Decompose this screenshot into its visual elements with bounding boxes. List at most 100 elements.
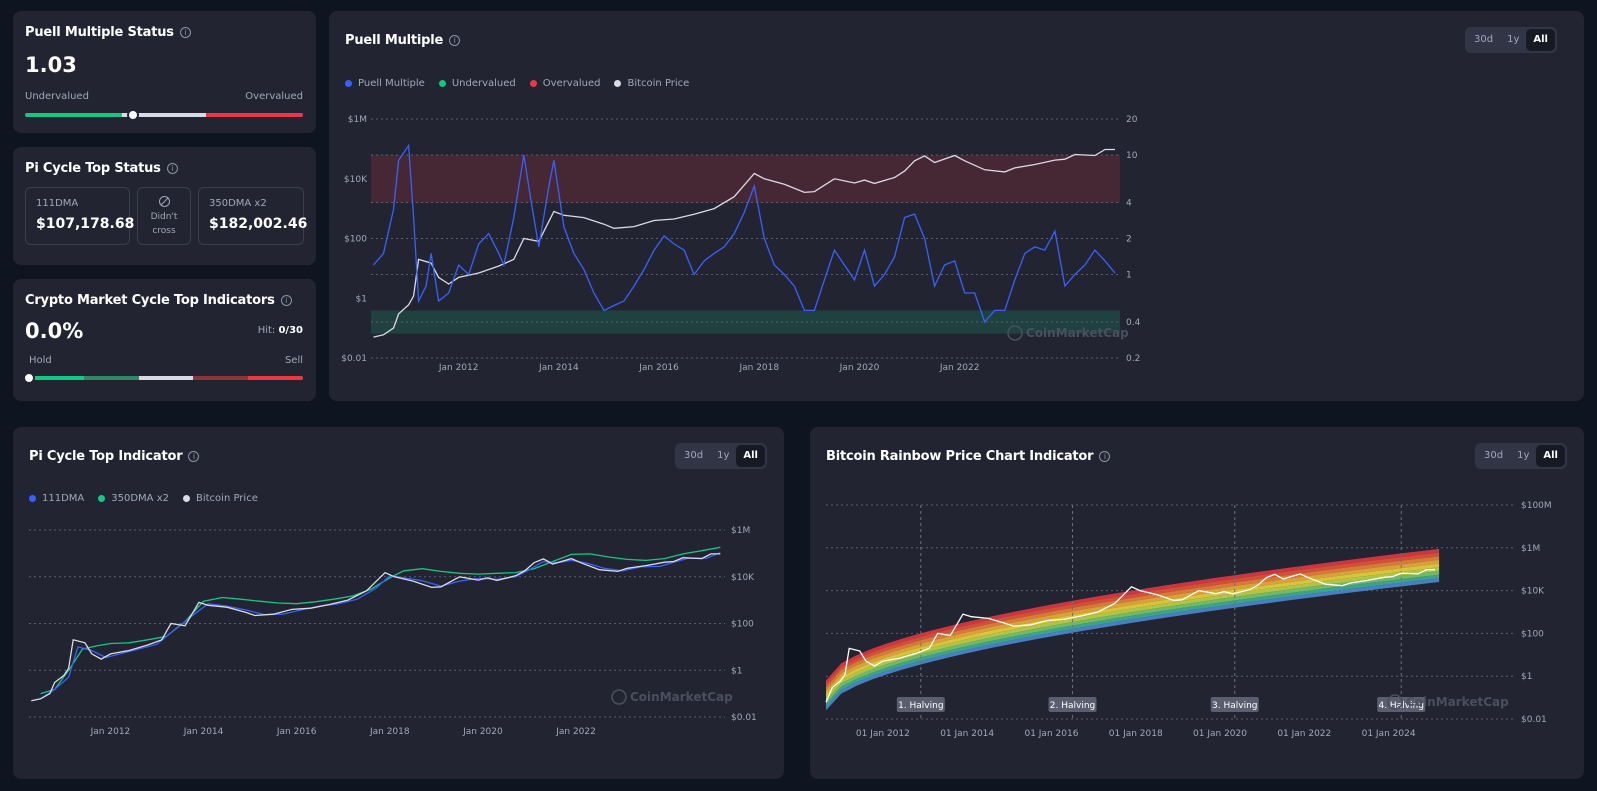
y-tick-label: $10K: [1521, 587, 1545, 597]
rainbow-chart-card: Bitcoin Rainbow Price Chart Indicator i 3…: [810, 427, 1584, 779]
cycle-top-title-text: Crypto Market Cycle Top Indicators: [25, 293, 275, 308]
series-111dma: [40, 552, 721, 700]
legend-bitcoin-price[interactable]: Bitcoin Price: [614, 78, 689, 89]
gauge-segment-darkred: [193, 376, 249, 380]
halving-label-bg: [1048, 697, 1097, 712]
x-tick-label: 01 Jan 2024: [1362, 729, 1416, 739]
x-tick-label: 01 Jan 2016: [1024, 729, 1078, 739]
x-tick-label: Jan 2016: [638, 363, 679, 373]
cmc-logo-icon: [611, 689, 627, 705]
pi-range-toggle: 30d 1y All: [675, 443, 767, 469]
legend-label: 111DMA: [42, 493, 85, 504]
range-1y[interactable]: 1y: [717, 450, 730, 461]
x-tick-label: Jan 2018: [369, 727, 410, 737]
puell-gauge: [25, 113, 303, 117]
y-tick-label: $10K: [731, 573, 755, 583]
series-puell-multiple: [373, 143, 1116, 324]
x-tick-label: Jan 2016: [276, 727, 317, 737]
puell-chart-plot: 20 10 4 2 1 0.4 0.2 $1M $10K $100 $1 $0.01 Jan 2012 J…: [341, 115, 1140, 373]
info-icon[interactable]: i: [280, 295, 292, 306]
cross-status-box: Didn't cross: [137, 187, 191, 245]
band-overvalued: [371, 154, 1120, 203]
range-all[interactable]: All: [736, 445, 765, 467]
range-1y[interactable]: 1y: [1507, 34, 1520, 45]
halving-label: 3. Halving: [1212, 701, 1257, 711]
range-all[interactable]: All: [1536, 445, 1565, 467]
puell-status-title: Puell Multiple Status i: [25, 25, 191, 40]
x-tick-label: Jan 2012: [90, 727, 131, 737]
watermark-text: CoinMarketCap: [1026, 326, 1129, 340]
info-icon[interactable]: i: [188, 451, 200, 462]
coinmarketcap-watermark: CoinMarketCap: [1387, 694, 1509, 710]
x-tick-label: Jan 2018: [738, 363, 779, 373]
y-tick-label: $100: [1521, 629, 1544, 639]
range-all[interactable]: All: [1526, 29, 1555, 51]
legend-overvalued[interactable]: Overvalued: [529, 78, 600, 89]
cycle-top-value: 0.0%: [25, 319, 84, 343]
y-left-tick-label: $1: [356, 294, 367, 304]
gauge-segment-gray: [122, 113, 206, 117]
y-right-tick-label: 20: [1126, 115, 1138, 125]
x-tick-label: Jan 2020: [462, 727, 503, 737]
puell-chart-title-text: Puell Multiple: [345, 33, 444, 48]
range-30d[interactable]: 30d: [1484, 450, 1504, 461]
range-30d[interactable]: 30d: [1474, 34, 1494, 45]
legend-undervalued[interactable]: Undervalued: [438, 78, 516, 89]
gauge-segment-green: [25, 113, 123, 117]
legend-111dma[interactable]: 111DMA: [29, 493, 84, 504]
gauge-right-label: Sell: [284, 355, 303, 366]
dma111-box: 111DMA $107,178.68: [25, 187, 134, 245]
gauge-segment-green: [29, 376, 84, 380]
gauge-segment-red: [248, 376, 303, 380]
gauge-segment-gray: [138, 376, 194, 380]
legend-350dma[interactable]: 350DMA x2: [98, 493, 169, 504]
x-tick-label: Jan 2014: [538, 363, 579, 373]
dma350-label: 350DMA x2: [209, 198, 267, 209]
legend-puell-multiple[interactable]: Puell Multiple: [345, 78, 425, 89]
y-tick-label: $100M: [1521, 501, 1552, 511]
cycle-gauge: [29, 376, 303, 380]
legend-dot: [614, 80, 622, 87]
info-icon[interactable]: i: [1099, 451, 1111, 462]
info-icon[interactable]: i: [166, 163, 178, 174]
y-tick-label: $100: [731, 620, 754, 630]
y-tick-label: $1: [731, 666, 742, 676]
hit-counter: Hit: 0/30: [258, 325, 303, 336]
x-tick-label: 01 Jan 2018: [1109, 729, 1163, 739]
y-right-tick-label: 4: [1126, 199, 1132, 209]
pi-status-title-text: Pi Cycle Top Status: [25, 161, 161, 176]
cycle-top-title: Crypto Market Cycle Top Indicators i: [25, 293, 292, 308]
x-tick-label: Jan 2022: [555, 727, 596, 737]
y-left-tick-label: $100: [344, 235, 367, 245]
x-tick-label: 01 Jan 2020: [1193, 729, 1247, 739]
y-tick-label: $0.01: [731, 713, 757, 723]
rainbow-chart-plot: $100M $1M $10K $100 $1 $0.01 01 Jan 2012 01 Jan…: [825, 501, 1552, 739]
legend-dot: [29, 495, 36, 502]
y-left-tick-label: $0.01: [341, 354, 367, 364]
y-right-tick-label: 10: [1126, 151, 1138, 161]
legend-dot: [182, 495, 190, 502]
legend-bitcoin-price[interactable]: Bitcoin Price: [182, 493, 258, 504]
x-tick-label: 01 Jan 2014: [940, 729, 994, 739]
puell-legend: Puell Multiple Undervalued Overvalued Bi…: [345, 78, 689, 89]
info-icon[interactable]: i: [449, 35, 461, 46]
gauge-right-label: Overvalued: [245, 91, 303, 102]
coinmarketcap-watermark: CoinMarketCap: [611, 689, 733, 705]
info-icon[interactable]: i: [179, 27, 191, 38]
series-bitcoin-price: [825, 569, 1435, 703]
x-tick-label: 01 Jan 2012: [856, 729, 910, 739]
range-30d[interactable]: 30d: [684, 450, 704, 461]
legend-label: Undervalued: [451, 78, 516, 89]
y-tick-label: $1: [1521, 672, 1532, 682]
y-tick-label: $0.01: [1521, 715, 1547, 725]
cmc-logo-icon: [1387, 694, 1403, 710]
pi-chart-title-text: Pi Cycle Top Indicator: [29, 449, 183, 464]
watermark-text: CoinMarketCap: [630, 690, 733, 704]
legend-dot: [345, 80, 352, 87]
y-right-tick-label: 0.2: [1126, 354, 1140, 364]
y-left-tick-label: $10K: [344, 175, 368, 185]
series-bitcoin-price: [31, 553, 721, 702]
range-1y[interactable]: 1y: [1517, 450, 1530, 461]
legend-dot: [98, 495, 106, 502]
gauge-left-label: Undervalued: [25, 91, 89, 102]
